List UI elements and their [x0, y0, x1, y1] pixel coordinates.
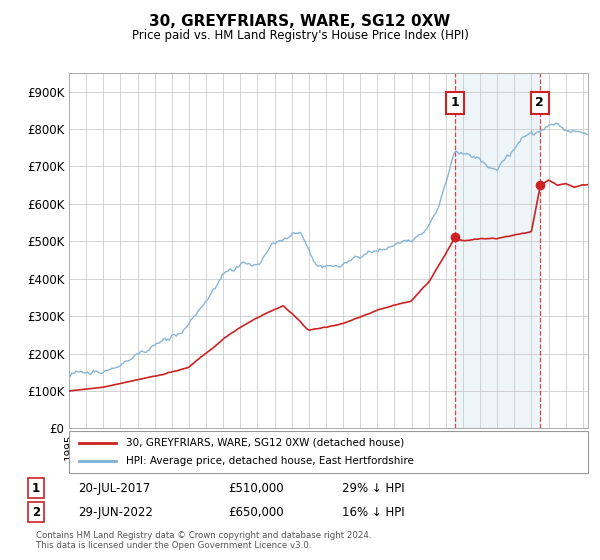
- Text: 2: 2: [535, 96, 544, 109]
- Text: 30, GREYFRIARS, WARE, SG12 0XW (detached house): 30, GREYFRIARS, WARE, SG12 0XW (detached…: [126, 438, 404, 448]
- Text: 29-JUN-2022: 29-JUN-2022: [78, 506, 153, 519]
- Text: £650,000: £650,000: [228, 506, 284, 519]
- FancyBboxPatch shape: [69, 431, 588, 473]
- Text: £510,000: £510,000: [228, 482, 284, 495]
- Bar: [455, 73, 540, 428]
- Text: 29% ↓ HPI: 29% ↓ HPI: [342, 482, 404, 495]
- Text: Contains HM Land Registry data © Crown copyright and database right 2024.
This d: Contains HM Land Registry data © Crown c…: [36, 531, 371, 550]
- Text: Price paid vs. HM Land Registry's House Price Index (HPI): Price paid vs. HM Land Registry's House …: [131, 29, 469, 42]
- Text: 1: 1: [451, 96, 460, 109]
- Text: 2: 2: [32, 506, 40, 519]
- Text: 16% ↓ HPI: 16% ↓ HPI: [342, 506, 404, 519]
- Text: 20-JUL-2017: 20-JUL-2017: [78, 482, 150, 495]
- Text: 1: 1: [32, 482, 40, 495]
- Text: HPI: Average price, detached house, East Hertfordshire: HPI: Average price, detached house, East…: [126, 456, 414, 466]
- Text: 30, GREYFRIARS, WARE, SG12 0XW: 30, GREYFRIARS, WARE, SG12 0XW: [149, 14, 451, 29]
